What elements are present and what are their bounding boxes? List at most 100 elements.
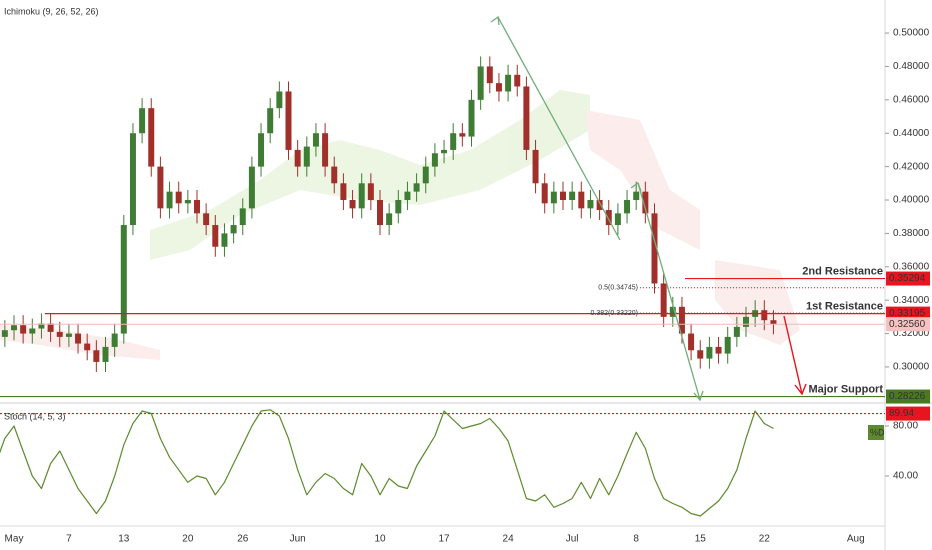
- x-tick-label: May: [5, 534, 24, 545]
- candle-body: [697, 350, 704, 359]
- level-value: 0.28226: [889, 391, 926, 402]
- candle-body: [431, 153, 438, 167]
- series-name-box: [868, 425, 884, 440]
- candle-body: [477, 66, 484, 100]
- candle-body: [715, 346, 722, 354]
- stoch-level-value: 89.94: [889, 408, 914, 419]
- candle-body: [386, 213, 393, 226]
- candle-body: [65, 333, 72, 337]
- y-tick-label: 0.44000: [893, 128, 930, 139]
- candle-body: [212, 225, 219, 247]
- fib-label: 0.5(0.34745): [598, 285, 638, 292]
- y-tick-label: 0.50000: [893, 28, 930, 39]
- level-value-box: [886, 271, 930, 286]
- candle-body: [38, 323, 45, 329]
- y-tick-label: 0.42000: [893, 161, 930, 172]
- candle-body: [120, 225, 127, 334]
- candle-body: [441, 149, 448, 154]
- stoch-level-value-box: [886, 406, 930, 421]
- candle-body: [47, 323, 54, 332]
- x-tick-label: 26: [237, 534, 249, 545]
- candle-body: [605, 210, 612, 226]
- candle-body: [349, 199, 356, 209]
- last-price-box: [886, 317, 930, 332]
- x-tick-label: 15: [695, 534, 707, 545]
- candle-body: [550, 191, 557, 204]
- candle-body: [770, 320, 777, 325]
- candle-body: [194, 199, 200, 214]
- candle-body: [724, 336, 731, 354]
- candle-body: [468, 99, 475, 137]
- y-tick-label: 0.36000: [893, 261, 930, 272]
- candle-body: [340, 183, 347, 200]
- x-tick-label: Aug: [847, 534, 865, 545]
- fib-label: 0.382(0.33220): [591, 310, 638, 317]
- candle-body: [541, 183, 548, 204]
- candle-body: [587, 199, 594, 209]
- candle-body: [267, 108, 274, 134]
- candle-body: [102, 346, 109, 362]
- candle-body: [285, 91, 292, 150]
- candle-body: [56, 331, 63, 337]
- candle-body: [505, 74, 512, 92]
- candle-body: [642, 191, 649, 214]
- candle-body: [733, 326, 740, 337]
- level-label: 1st Resistance: [806, 301, 883, 313]
- candle-body: [743, 316, 749, 327]
- series-name: %D: [870, 427, 885, 437]
- indicator-label: Stoch (14, 5, 3): [4, 411, 66, 421]
- y-tick-label: 0.46000: [893, 94, 930, 105]
- candle-body: [495, 83, 502, 92]
- candle-body: [184, 199, 191, 204]
- candle-body: [11, 325, 17, 331]
- level-value-box: [886, 306, 930, 321]
- candle-body: [377, 199, 383, 226]
- x-tick-label: Jul: [566, 534, 579, 545]
- trend-arrows: [490, 15, 704, 402]
- candle-body: [203, 213, 210, 226]
- candle-body: [1, 330, 8, 337]
- candle-body: [331, 166, 338, 184]
- candle-body: [651, 213, 658, 284]
- candle-body: [157, 166, 164, 209]
- candle-body: [29, 328, 36, 334]
- candle-body: [166, 191, 173, 209]
- last-price: 0.32560: [889, 319, 926, 330]
- candle-body: [312, 133, 319, 147]
- candle-body: [139, 108, 146, 134]
- y-tick-label: 0.32000: [893, 328, 930, 339]
- candle-body: [523, 86, 530, 150]
- candle-body: [322, 133, 329, 167]
- y-tick-label: 0.34000: [893, 295, 930, 306]
- candle-body: [678, 306, 685, 334]
- candle-body: [422, 166, 429, 184]
- candle-body: [614, 213, 621, 226]
- candle-body: [596, 199, 603, 211]
- candle-body: [669, 306, 676, 317]
- candle-body: [660, 283, 667, 317]
- candle-body: [578, 191, 585, 209]
- x-tick-label: 24: [503, 534, 515, 545]
- candle-body: [129, 133, 136, 226]
- candle-body: [303, 146, 310, 167]
- candle-body: [230, 225, 237, 234]
- marks: 0.30000 0.32000 0.34000 0.36000 0.38000 0.400…: [0, 28, 930, 545]
- candle-body: [294, 149, 301, 167]
- candle-body: [358, 183, 365, 209]
- x-tick-label: 10: [374, 534, 386, 545]
- y-tick-label: 40.00: [893, 471, 918, 482]
- x-tick-label: 17: [438, 534, 450, 545]
- candle-body: [532, 149, 539, 184]
- candle-body: [404, 191, 411, 200]
- y-tick-label: 0.40000: [893, 195, 930, 206]
- x-tick-label: 7: [66, 534, 72, 545]
- candle-body: [148, 108, 155, 167]
- level-label: Major Support: [808, 383, 883, 395]
- candle-body: [688, 333, 695, 351]
- candle-body: [258, 133, 265, 167]
- candle-body: [459, 133, 466, 137]
- candle-body: [633, 191, 640, 200]
- candle-body: [248, 166, 255, 209]
